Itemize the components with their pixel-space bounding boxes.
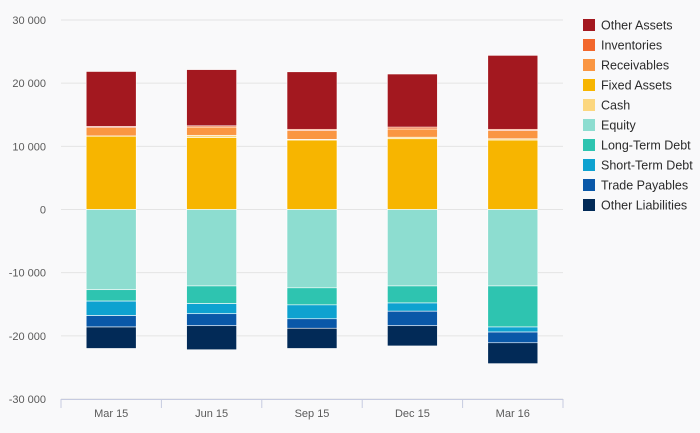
legend-swatch <box>583 79 595 91</box>
bar-segment-long-term-debt[interactable] <box>487 285 539 328</box>
bar-segment-other-assets[interactable] <box>85 71 137 127</box>
bar-segment-equity[interactable] <box>85 209 137 291</box>
legend-swatch <box>583 39 595 51</box>
stacked-bars <box>85 55 539 364</box>
legend-item-receivables[interactable]: Receivables <box>583 59 669 73</box>
legend-label: Inventories <box>601 39 662 53</box>
legend-swatch <box>583 119 595 131</box>
legend-item-short-term-debt[interactable]: Short-Term Debt <box>583 159 693 173</box>
bar-segment-equity[interactable] <box>186 209 237 287</box>
bar-segment-equity[interactable] <box>387 209 438 287</box>
legend-swatch <box>583 99 595 111</box>
legend-swatch <box>583 199 595 211</box>
legend-label: Trade Payables <box>601 179 688 193</box>
y-tick-label: 30 000 <box>12 15 46 27</box>
legend-label: Short-Term Debt <box>601 159 693 173</box>
bar-segment-fixed-assets[interactable] <box>387 138 438 210</box>
bar-segment-trade-payables[interactable] <box>487 331 539 344</box>
legend: Other Assets Inventories Receivables Fixed … <box>583 19 693 213</box>
legend-swatch <box>583 179 595 191</box>
bar-segment-cash[interactable] <box>186 134 237 138</box>
y-axis-tick-labels: 30 000 20 000 10 000 0 -10 000 -20 000 -30 000 <box>9 15 46 406</box>
bar-segment-other-assets[interactable] <box>286 71 338 130</box>
y-tick-label: -20 000 <box>9 331 46 343</box>
bar-segment-long-term-debt[interactable] <box>186 285 237 304</box>
bar-segment-other-liabilities[interactable] <box>85 326 137 349</box>
y-tick-label: -30 000 <box>9 394 46 406</box>
legend-swatch <box>583 139 595 151</box>
bar-segment-fixed-assets[interactable] <box>85 135 137 210</box>
y-tick-label: 0 <box>40 205 46 217</box>
x-tick-label: Mar 15 <box>94 408 128 420</box>
bar-segment-receivables[interactable] <box>286 130 338 140</box>
bar-segment-equity[interactable] <box>487 209 539 287</box>
x-axis: Mar 15 Jun 15 Sep 15 Dec 15 Mar 16 <box>60 399 564 420</box>
x-tick-label: Jun 15 <box>195 408 228 420</box>
bar-segment-receivables[interactable] <box>387 128 438 138</box>
bar-segment-short-term-debt[interactable] <box>487 326 539 333</box>
bar-segment-other-assets[interactable] <box>387 73 438 128</box>
y-tick-label: -10 000 <box>9 268 46 280</box>
bar-segment-fixed-assets[interactable] <box>487 139 539 210</box>
bar-segment-other-liabilities[interactable] <box>286 327 338 349</box>
legend-label: Other Liabilities <box>601 199 687 213</box>
bar-segment-trade-payables[interactable] <box>286 318 338 329</box>
bar-segment-equity[interactable] <box>286 209 338 289</box>
legend-item-fixed-assets[interactable]: Fixed Assets <box>583 79 672 93</box>
x-tick-label: Dec 15 <box>395 408 430 420</box>
bar-segment-long-term-debt[interactable] <box>85 289 137 302</box>
bar-segment-other-liabilities[interactable] <box>487 342 539 364</box>
legend-item-cash[interactable]: Cash <box>583 99 630 113</box>
bar-segment-short-term-debt[interactable] <box>186 303 237 315</box>
legend-label: Other Assets <box>601 19 673 33</box>
x-tick-label: Sep 15 <box>295 408 330 420</box>
legend-item-other-liabilities[interactable]: Other Liabilities <box>583 199 687 213</box>
legend-item-other-assets[interactable]: Other Assets <box>583 19 673 33</box>
legend-label: Long-Term Debt <box>601 139 691 153</box>
legend-item-long-term-debt[interactable]: Long-Term Debt <box>583 139 691 153</box>
bar-segment-trade-payables[interactable] <box>85 315 137 328</box>
bar-segment-trade-payables[interactable] <box>387 310 438 327</box>
bar-segment-long-term-debt[interactable] <box>286 287 338 306</box>
bar-segment-trade-payables[interactable] <box>186 313 237 327</box>
bar-segment-receivables[interactable] <box>186 126 237 136</box>
legend-label: Equity <box>601 119 636 133</box>
bar-segment-short-term-debt[interactable] <box>85 300 137 316</box>
bar-segment-other-liabilities[interactable] <box>387 325 438 347</box>
bar-segment-other-assets[interactable] <box>186 69 237 127</box>
bar-segment-fixed-assets[interactable] <box>286 139 338 210</box>
bar-segment-receivables[interactable] <box>487 130 539 140</box>
bar-segment-receivables[interactable] <box>85 127 137 137</box>
bar-segment-long-term-debt[interactable] <box>387 285 438 304</box>
bar-segment-other-assets[interactable] <box>487 55 539 130</box>
bar-segment-fixed-assets[interactable] <box>186 137 237 210</box>
legend-swatch <box>583 59 595 71</box>
legend-item-equity[interactable]: Equity <box>583 119 636 133</box>
legend-swatch <box>583 19 595 31</box>
bar-segment-short-term-debt[interactable] <box>387 302 438 312</box>
y-tick-label: 20 000 <box>12 78 46 90</box>
legend-item-trade-payables[interactable]: Trade Payables <box>583 179 688 193</box>
bar-segment-other-liabilities[interactable] <box>186 325 237 351</box>
legend-swatch <box>583 159 595 171</box>
bar-segment-short-term-debt[interactable] <box>286 304 338 320</box>
x-tick-label: Mar 16 <box>496 408 530 420</box>
legend-label: Fixed Assets <box>601 79 672 93</box>
y-tick-label: 10 000 <box>12 141 46 153</box>
legend-item-inventories[interactable]: Inventories <box>583 39 662 53</box>
legend-label: Receivables <box>601 59 669 73</box>
legend-label: Cash <box>601 99 630 113</box>
